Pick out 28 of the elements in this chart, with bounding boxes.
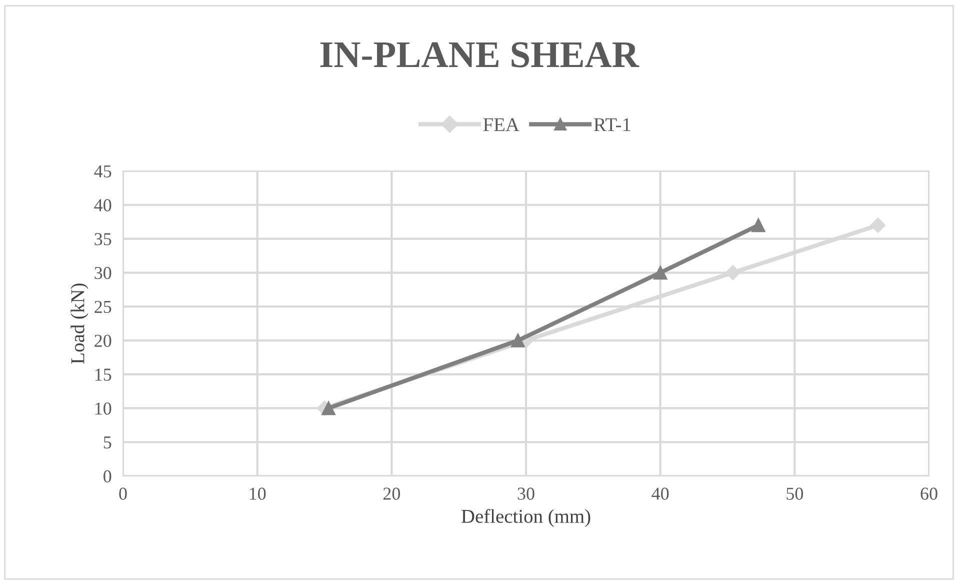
y-tick-label: 35 [94,233,112,246]
y-tick-label: 40 [94,199,112,212]
y-tick-label: 10 [95,402,112,415]
point [725,265,740,280]
x-tick-label: 0 [119,488,127,500]
x-tick-label: 50 [786,488,804,500]
chart-title: IN-PLANE SHEAR [320,42,640,68]
y-axis-title: Load (kN) [70,284,88,364]
y-tick-label: 15 [95,368,112,381]
legend-label: RT-1 [594,118,630,132]
y-tick-label: 25 [94,300,112,313]
y-tick-label: 45 [94,165,112,178]
x-tick-label: 10 [250,488,266,500]
x-tick-label: 30 [518,488,534,500]
point [322,401,336,416]
x-tick-label: 60 [920,488,938,500]
point [751,218,766,232]
point [510,334,525,348]
x-tick-label: 20 [383,488,400,500]
y-tick-label: 20 [94,334,112,347]
legend-label: FEA [483,118,520,132]
y-tick-label: 5 [104,436,112,449]
y-tick-label: 0 [104,470,112,482]
x-axis-title: Deflection (mm) [462,509,590,527]
y-tick-label: 30 [94,266,112,280]
x-tick-label: 40 [652,488,669,500]
point [870,218,886,233]
point [653,266,668,280]
